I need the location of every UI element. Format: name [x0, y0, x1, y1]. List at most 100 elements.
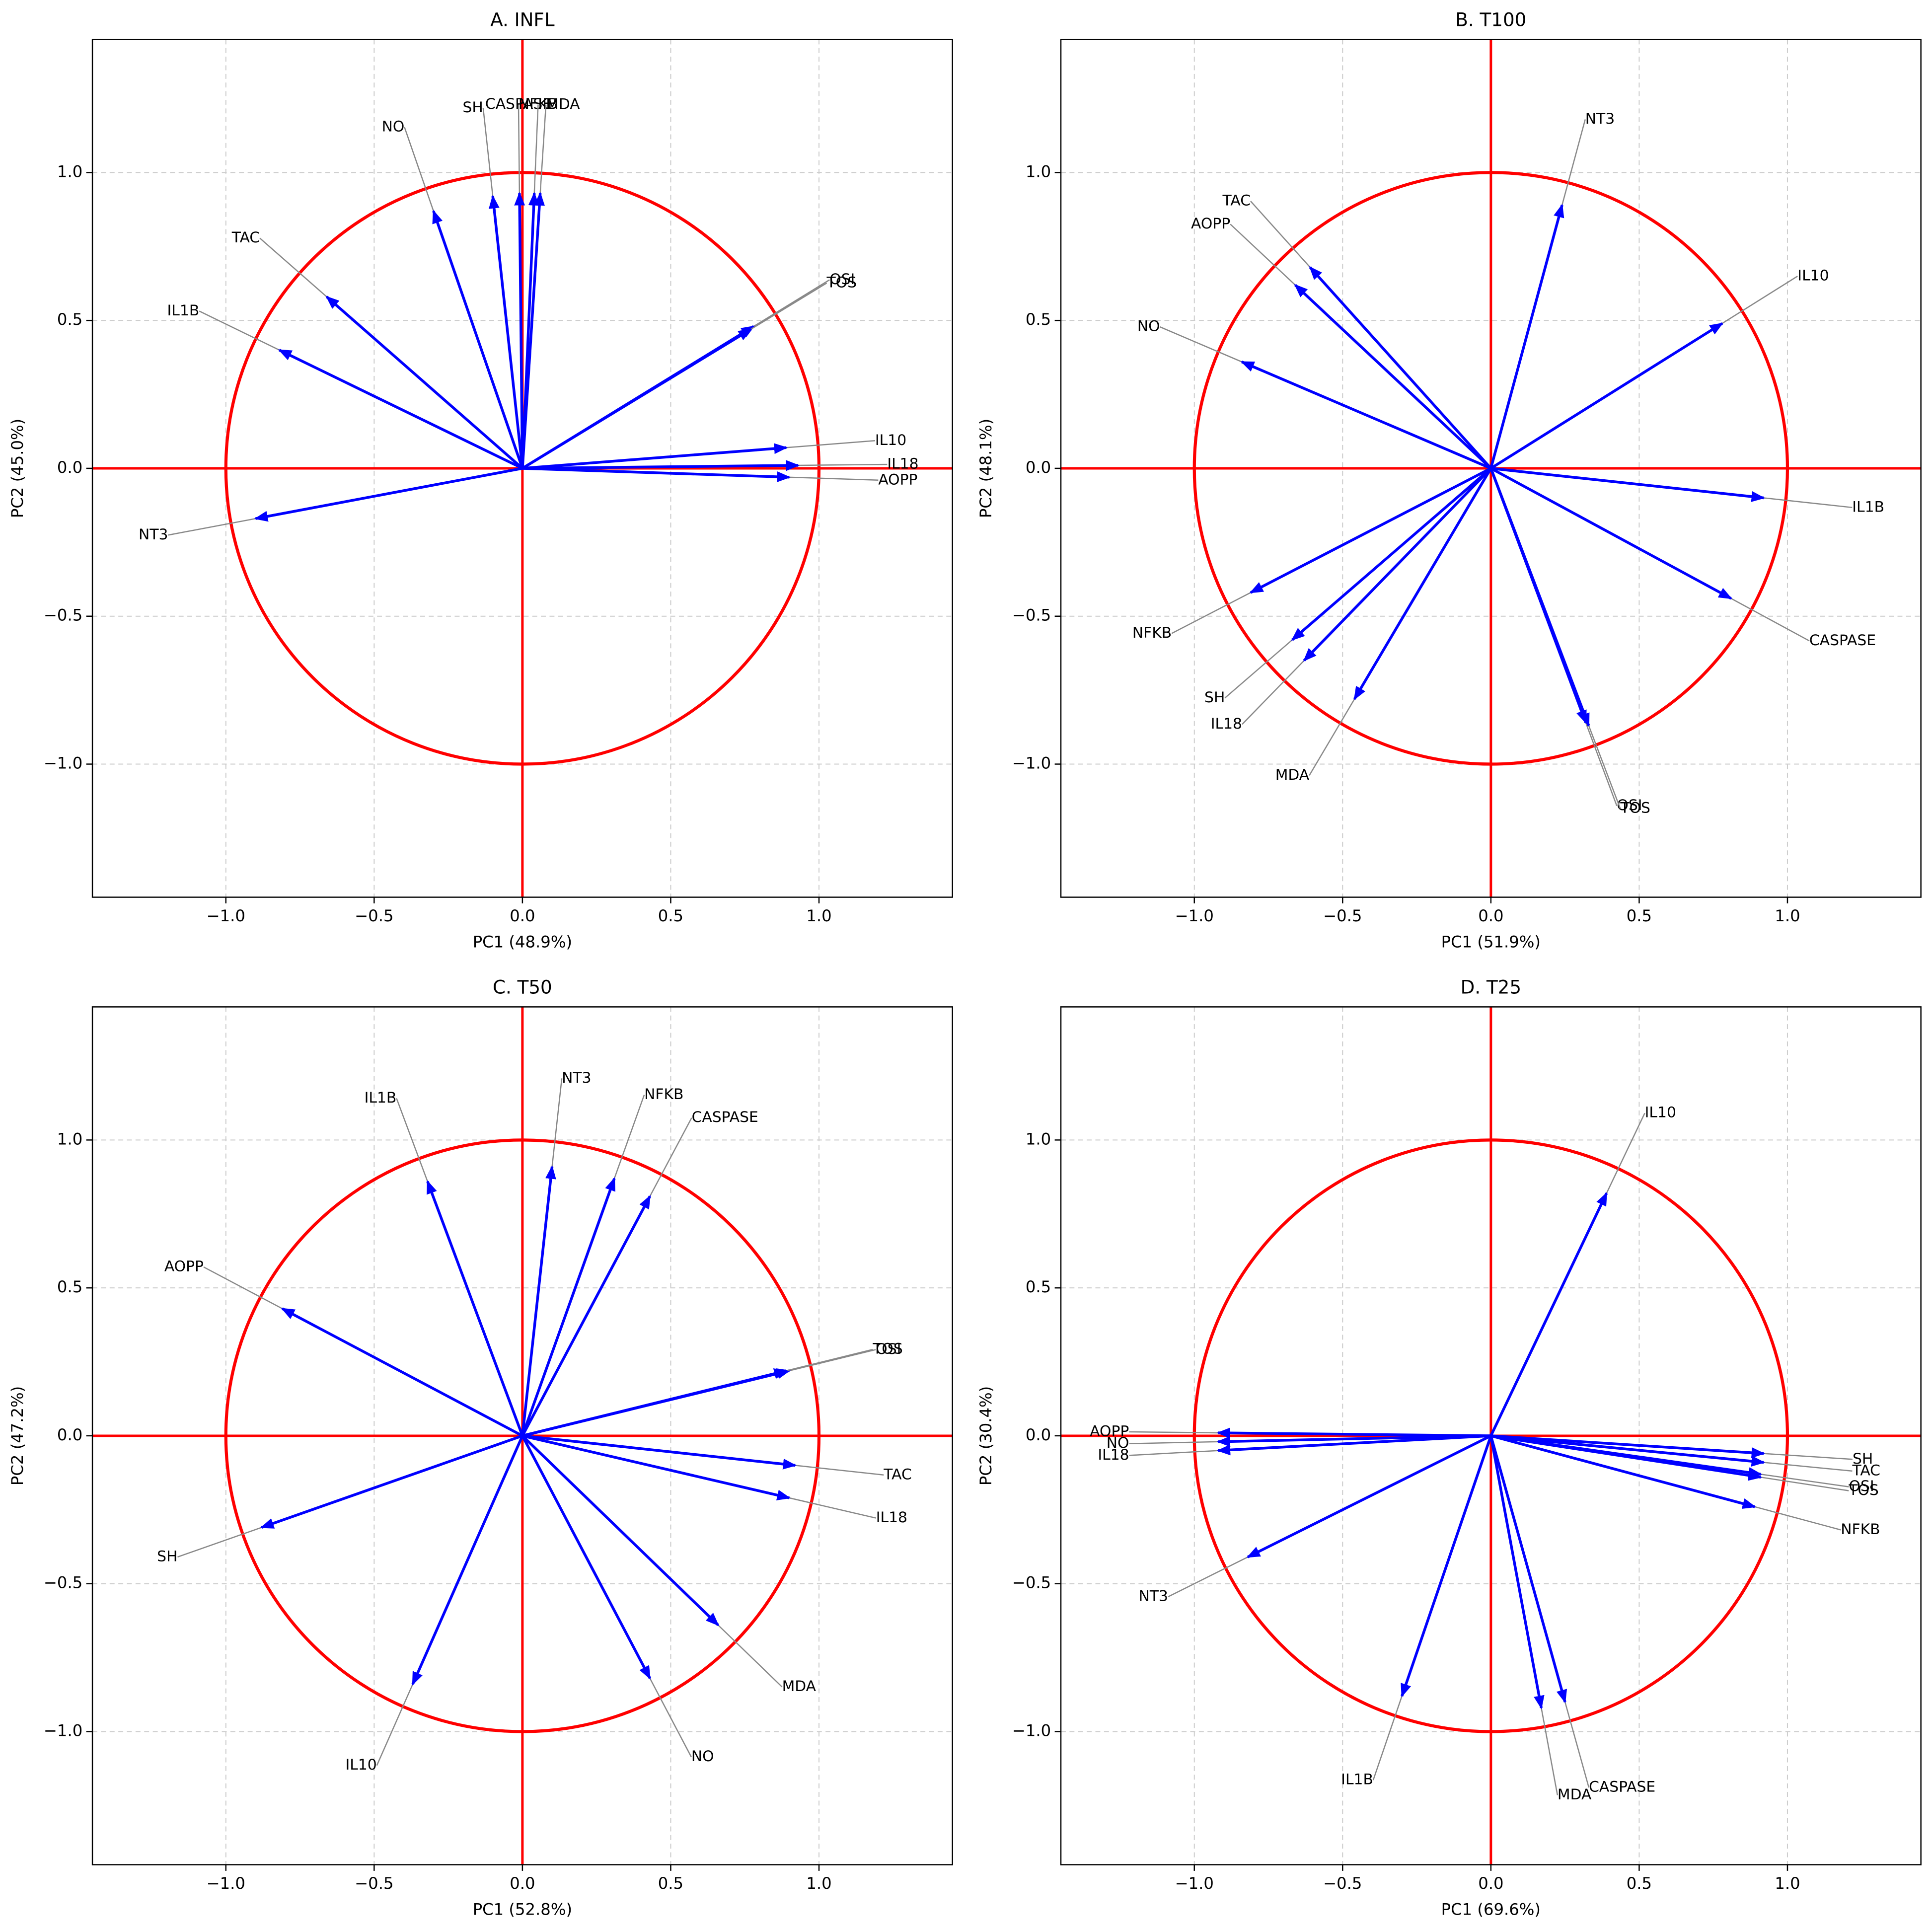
x-tick-label: 0.0: [510, 906, 535, 925]
unit-circle: [1192, 171, 1789, 766]
x-tick-label: −1.0: [1175, 1874, 1214, 1893]
leader-line: [539, 104, 547, 194]
y-tick-label: −0.5: [1012, 1573, 1051, 1592]
loading-arrow: [521, 1165, 556, 1436]
loading-arrow: [1489, 467, 1590, 727]
variable-label: NO: [1137, 318, 1160, 335]
x-tick-label: 0.5: [1627, 1874, 1652, 1893]
leader-line: [518, 104, 520, 194]
unit-circle: [224, 1138, 821, 1733]
variable-label: SH: [1204, 689, 1225, 706]
variable-label: TAC: [231, 229, 260, 246]
leader-line: [168, 518, 256, 536]
variable-label: CASPASE: [692, 1109, 758, 1126]
loading-arrow: [1490, 467, 1765, 502]
y-tick-label: −1.0: [44, 754, 82, 773]
variable-label: IL1B: [1341, 1771, 1373, 1788]
plot-frame: [1060, 39, 1922, 898]
leader-line: [396, 1098, 428, 1182]
loading-arrow: [1294, 284, 1492, 469]
x-tick-label: −1.0: [207, 1874, 245, 1893]
variable-label: TOS: [826, 274, 857, 291]
variable-label: MDA: [782, 1678, 817, 1695]
leader-line: [1129, 1450, 1218, 1456]
x-tick-label: −0.5: [355, 1874, 393, 1893]
variable-label: CASPASE: [485, 95, 552, 113]
leader-line: [649, 1678, 692, 1758]
leader-line: [789, 1349, 876, 1372]
loading-arrow: [260, 1434, 523, 1529]
variable-label: NFKB: [1841, 1521, 1880, 1538]
variable-label: TOS: [1848, 1482, 1879, 1499]
leader-line: [649, 1117, 692, 1197]
variable-label: OSI: [1617, 797, 1642, 814]
loading-arrow: [426, 1180, 524, 1436]
y-tick-label: −0.5: [1012, 606, 1051, 625]
loading-arrow: [1489, 1435, 1545, 1709]
y-tick-label: −1.0: [44, 1721, 82, 1740]
variable-label: TAC: [883, 1466, 911, 1483]
x-tick-label: 1.0: [1775, 906, 1800, 925]
leader-line: [1230, 223, 1296, 286]
x-tick-label: −1.0: [1175, 906, 1214, 925]
leader-line: [1730, 597, 1810, 642]
variable-label: IL18: [1211, 715, 1242, 733]
y-tick-label: 0.0: [1026, 1425, 1051, 1444]
y-tick-label: 1.0: [1026, 162, 1051, 181]
variable-label: NFKB: [1132, 624, 1172, 642]
leader-line: [1764, 1453, 1853, 1460]
y-tick-label: 0.5: [1026, 310, 1051, 329]
x-axis-label: PC1 (48.9%): [473, 932, 572, 951]
leader-line: [177, 1527, 262, 1558]
x-tick-label: 0.0: [510, 1874, 535, 1893]
leader-line: [533, 104, 539, 194]
loading-arrow: [1489, 1192, 1608, 1437]
leader-line: [750, 282, 827, 330]
leader-line: [1561, 119, 1586, 206]
variable-label: AOPP: [1191, 215, 1230, 232]
variable-label: SH: [463, 99, 483, 116]
variable-label: IL1B: [1852, 498, 1884, 516]
plot-frame: [91, 1006, 953, 1865]
plot-frame: [1060, 1006, 1922, 1865]
unit-circle: [1192, 1138, 1789, 1733]
variable-label: IL18: [1098, 1446, 1129, 1464]
leader-line: [1160, 326, 1242, 363]
x-tick-label: 1.0: [806, 906, 831, 925]
loading-arrow: [522, 1434, 791, 1501]
variable-label: SH: [157, 1548, 177, 1565]
y-tick-label: 1.0: [57, 1129, 82, 1148]
loading-arrow: [278, 349, 523, 470]
loading-arrow: [432, 210, 524, 469]
panel: D. T25 PC1 (69.6%) PC2 (30.4%) −1.0 −0.5 0.0 0…: [976, 976, 1922, 1919]
loading-arrow: [1490, 322, 1723, 470]
x-tick-label: 0.0: [1478, 906, 1503, 925]
loading-arrow: [521, 192, 545, 469]
leader-line: [1541, 1707, 1559, 1795]
loading-arrow: [521, 1435, 652, 1680]
x-tick-label: −0.5: [355, 906, 393, 925]
variable-label: IL18: [876, 1509, 907, 1526]
x-tick-label: −0.5: [1323, 906, 1362, 925]
leader-line: [1606, 1113, 1645, 1194]
leader-line: [1764, 497, 1853, 509]
loading-arrow: [1303, 467, 1492, 662]
loading-arrow: [1216, 1427, 1491, 1439]
leader-line: [1168, 1556, 1248, 1598]
leader-line: [376, 1684, 414, 1766]
loading-arrow: [1291, 467, 1492, 641]
loading-arrow: [1353, 467, 1492, 700]
y-tick-label: −1.0: [1012, 754, 1051, 773]
loading-arrow: [488, 195, 524, 469]
loading-arrow: [521, 1195, 652, 1437]
leader-line: [199, 310, 280, 351]
variable-label: IL10: [346, 1756, 377, 1774]
y-axis-label: PC2 (47.2%): [8, 1386, 27, 1485]
variable-label: IL10: [1797, 267, 1829, 285]
y-tick-label: 0.0: [57, 1425, 82, 1444]
leader-line: [404, 127, 434, 212]
variable-label: NT3: [562, 1069, 591, 1087]
loading-arrow: [1216, 1434, 1491, 1447]
x-axis-label: PC1 (52.8%): [473, 1900, 572, 1919]
leader-line: [1309, 698, 1355, 776]
